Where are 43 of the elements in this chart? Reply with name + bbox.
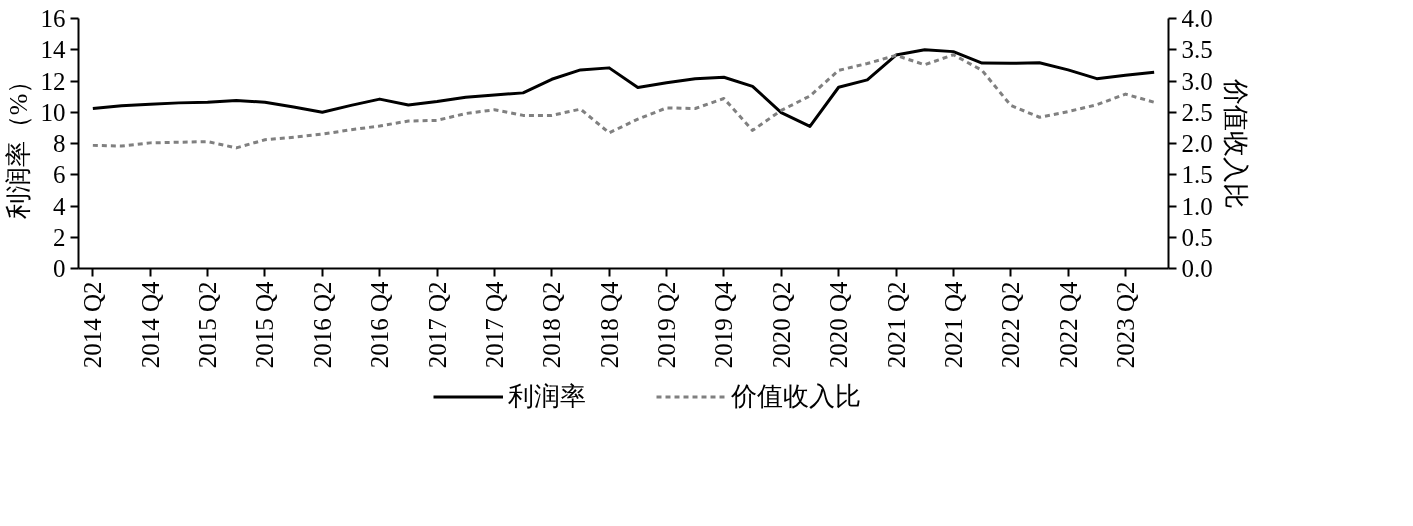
x-tick-label: 2019 Q4 <box>710 281 738 369</box>
legend-label: 价值收入比 <box>731 380 861 413</box>
line-series <box>91 53 1156 150</box>
y2-tick-label: 0.5 <box>1181 223 1213 251</box>
x-tick-label: 2020 Q4 <box>825 281 853 369</box>
y2-tick-label: 0.0 <box>1181 255 1213 282</box>
y2-tick-label: 2.0 <box>1181 130 1213 157</box>
y2-tick-label: 3.5 <box>1181 36 1213 64</box>
y2-tick-label: 1.0 <box>1181 192 1213 220</box>
x-tick-label: 2021 Q4 <box>939 281 967 369</box>
y2-tick-label: 4.0 <box>1181 5 1213 32</box>
y2-tick-label: 3.0 <box>1181 67 1213 95</box>
y-tick-label: 4 <box>53 192 66 220</box>
x-tick-label: 2017 Q4 <box>480 281 508 369</box>
x-tick-label: 2020 Q2 <box>767 281 795 369</box>
x-tick-label: 2014 Q2 <box>79 281 107 369</box>
y-tick-label: 0 <box>53 255 66 282</box>
x-tick-label: 2016 Q4 <box>366 281 394 369</box>
line-series <box>91 48 1156 128</box>
y-tick-label: 2 <box>53 223 66 251</box>
y2-axis-title: 价值收入比 <box>1220 77 1250 209</box>
x-tick-label: 2022 Q2 <box>997 281 1025 369</box>
y-tick-label: 16 <box>40 5 66 32</box>
y-axis-title: 利润率（%） <box>3 67 33 220</box>
y-tick-label: 12 <box>40 67 66 95</box>
x-tick-label: 2015 Q4 <box>251 281 279 369</box>
legend-label: 利润率 <box>508 380 586 413</box>
y-tick-label: 14 <box>40 36 66 64</box>
y-tick-label: 8 <box>53 130 66 157</box>
x-tick-label: 2022 Q4 <box>1054 281 1082 369</box>
x-tick-label: 2023 Q2 <box>1111 281 1139 369</box>
x-tick-label: 2021 Q2 <box>882 281 910 369</box>
y2-tick-label: 1.5 <box>1181 161 1213 189</box>
y2-tick-label: 2.5 <box>1181 98 1213 126</box>
x-tick-label: 2017 Q2 <box>423 281 451 369</box>
x-tick-label: 2018 Q2 <box>538 281 566 369</box>
x-tick-label: 2014 Q4 <box>136 281 164 369</box>
y-tick-label: 10 <box>40 98 66 126</box>
x-tick-label: 2019 Q2 <box>653 281 681 369</box>
x-tick-label: 2016 Q2 <box>308 281 336 369</box>
x-tick-label: 2018 Q4 <box>595 281 623 369</box>
x-tick-label: 2015 Q2 <box>194 281 222 369</box>
y-tick-label: 6 <box>53 161 66 189</box>
